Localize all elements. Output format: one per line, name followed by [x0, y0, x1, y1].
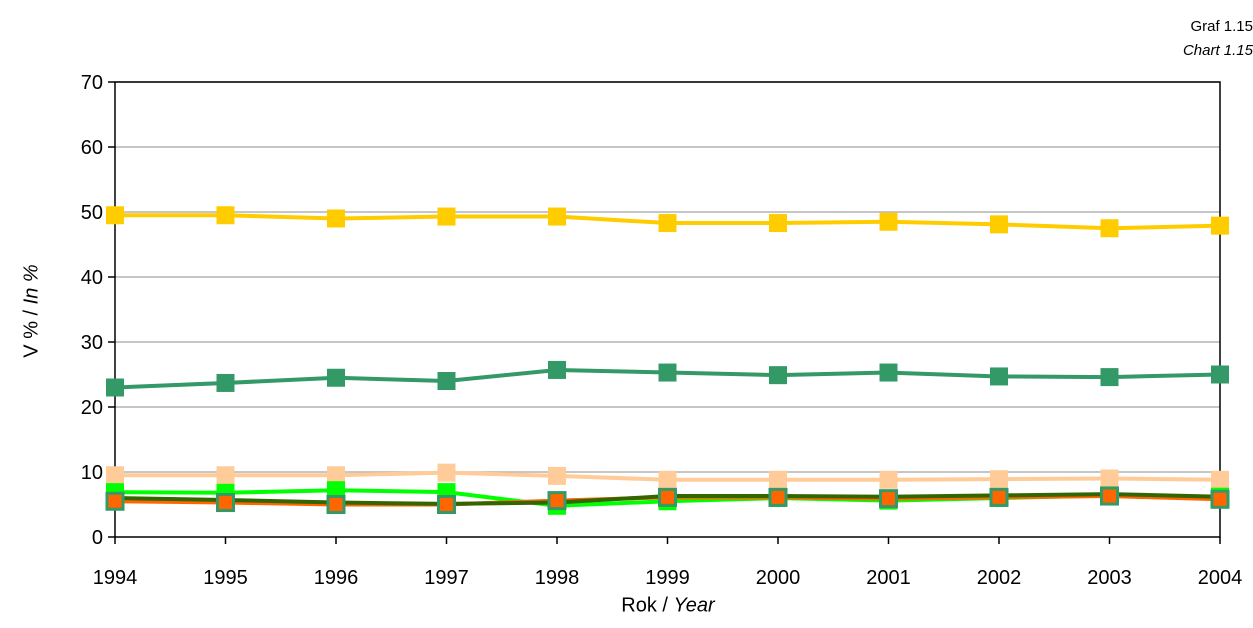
y-tick-label: 50 — [81, 202, 103, 224]
data-point-marker — [879, 489, 898, 509]
data-point-marker — [548, 466, 566, 485]
data-point-marker — [437, 495, 456, 514]
x-tick-label: 1995 — [203, 567, 248, 589]
y-axis-title: V % / In % — [21, 264, 44, 357]
x-tick-label: 2000 — [756, 567, 801, 589]
data-point-marker — [769, 214, 787, 233]
data-point-marker — [105, 491, 125, 511]
data-point-marker — [1211, 365, 1229, 384]
data-point-marker — [879, 363, 898, 382]
y-tick-label: 40 — [81, 267, 103, 289]
data-point-marker — [658, 363, 677, 382]
x-tick-label: 2001 — [866, 567, 911, 589]
x-tick-label: 2004 — [1198, 567, 1243, 589]
data-point-marker — [1211, 216, 1229, 235]
data-point-marker — [768, 487, 788, 507]
x-tick-label: 1999 — [645, 567, 690, 589]
data-point-marker — [879, 212, 898, 231]
data-point-marker — [1100, 368, 1119, 387]
axes — [108, 81, 1221, 544]
data-point-marker — [216, 493, 235, 513]
chart-code-label: Graf 1.15 — [1190, 18, 1253, 35]
y-tick-label: 60 — [81, 137, 103, 159]
data-point-marker — [990, 215, 1008, 234]
y-tick-label: 0 — [92, 527, 103, 549]
data-point-marker — [989, 487, 1009, 507]
x-tick-label: 2002 — [977, 567, 1022, 589]
data-point-marker — [437, 463, 456, 482]
data-point-marker — [1210, 489, 1230, 509]
data-point-marker — [327, 209, 345, 228]
data-point-marker — [1100, 486, 1119, 506]
x-tick-label: 1997 — [424, 567, 469, 589]
data-point-marker — [106, 206, 124, 225]
series-layer — [105, 206, 1230, 515]
y-tick-label: 20 — [81, 397, 103, 419]
data-point-marker — [1100, 219, 1119, 238]
data-point-marker — [326, 495, 346, 514]
x-tick-label: 1998 — [535, 567, 580, 589]
data-point-marker — [1100, 469, 1119, 488]
data-point-marker — [548, 360, 566, 379]
data-point-marker — [327, 481, 345, 500]
x-axis-title-main: Rok / — [621, 594, 674, 617]
data-point-marker — [216, 373, 235, 392]
data-point-marker — [769, 470, 787, 489]
data-point-marker — [216, 206, 235, 225]
x-tick-label: 1994 — [93, 567, 138, 589]
data-point-marker — [106, 378, 124, 397]
gridlines — [115, 81, 1220, 473]
data-point-marker — [658, 214, 677, 233]
data-point-marker — [327, 368, 345, 387]
x-tick-label: 1996 — [314, 567, 359, 589]
y-tick-label: 70 — [81, 72, 103, 94]
chart-code-label-en: Chart 1.15 — [1182, 42, 1253, 59]
data-point-marker — [437, 207, 456, 226]
data-point-marker — [658, 487, 677, 507]
data-point-marker — [548, 207, 566, 226]
data-point-marker — [769, 366, 787, 385]
plot-area-border — [114, 81, 1221, 538]
x-axis-title: Rok / Year — [621, 595, 714, 618]
data-point-marker — [106, 466, 124, 485]
y-tick-label: 30 — [81, 332, 103, 354]
tick-labels: 0 10 20 30 40 50 60 70 1994 1995 1996 1997 1998 1999 2… — [81, 72, 1243, 589]
x-tick-label: 2003 — [1087, 567, 1132, 589]
data-point-marker — [327, 466, 345, 485]
data-point-marker — [547, 491, 567, 511]
data-point-marker — [437, 372, 456, 390]
data-point-marker — [990, 367, 1008, 386]
data-point-marker — [879, 470, 898, 489]
data-point-marker — [658, 470, 677, 489]
data-point-marker — [216, 466, 235, 485]
data-point-marker — [1211, 470, 1229, 489]
y-axis-title-main: V % / — [20, 304, 43, 358]
data-point-marker — [990, 470, 1008, 489]
y-tick-label: 10 — [81, 462, 103, 484]
y-axis-title-italic: In % — [20, 264, 43, 305]
x-axis-title-italic: Year — [673, 594, 715, 617]
